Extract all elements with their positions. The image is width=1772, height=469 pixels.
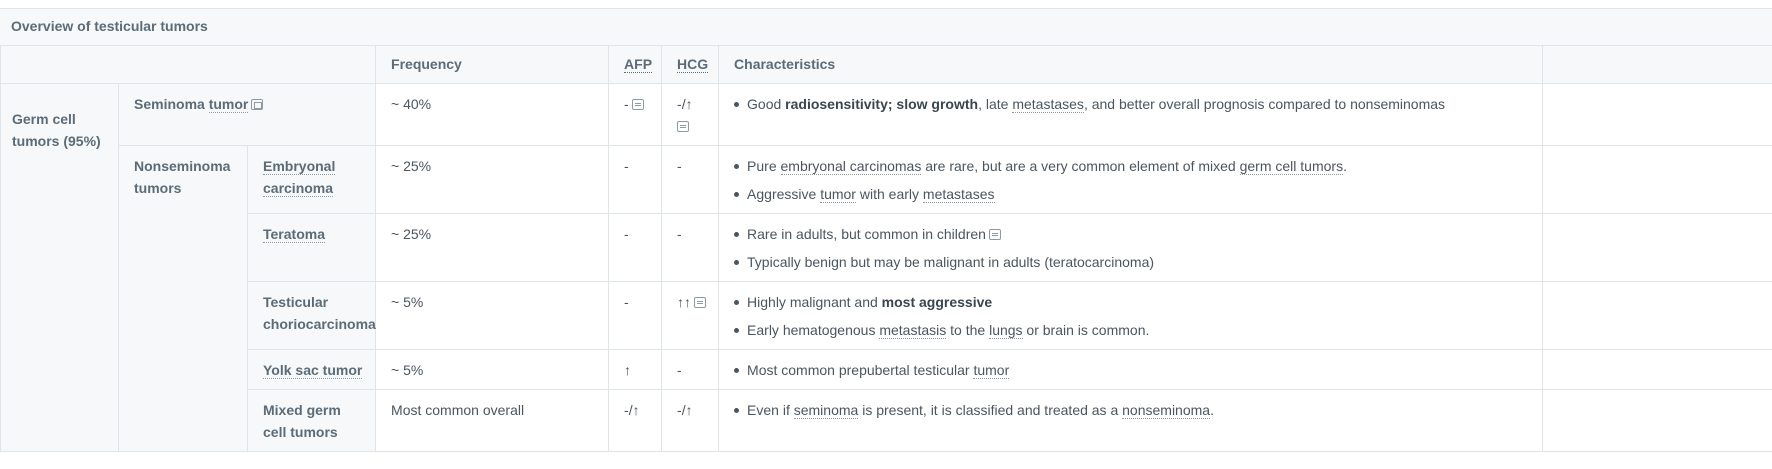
cell-frequency: Most common overall — [375, 389, 610, 452]
table-row: Germ cell tumors (95%) Seminoma tumor ~ … — [0, 83, 1772, 452]
header-row: Frequency AFP HCG Characteristics — [0, 45, 1772, 84]
embryonal-link[interactable]: Embryonal carcinoma — [263, 158, 336, 197]
afp-value: - — [624, 96, 629, 112]
cell-extra — [1542, 281, 1772, 350]
type-mixed: Mixed germ cell tumors — [246, 389, 377, 452]
cell-afp: - — [608, 213, 663, 282]
type-choriocarcinoma: Testicular choriocarcinoma — [246, 281, 377, 350]
table-row: Teratoma ~ 25% - - Rare in adults, but c… — [1, 213, 1772, 282]
cell-frequency: ~ 5% — [375, 349, 610, 390]
note-icon[interactable] — [677, 121, 690, 132]
cell-hcg: -/↑ — [661, 83, 720, 146]
embryonal-carcinomas-link[interactable]: embryonal carcinomas — [780, 158, 922, 175]
list-item: Aggressive tumor with early metastases — [734, 183, 1532, 205]
cell-hcg: -/↑ — [661, 389, 720, 452]
table-row: Nonseminoma tumors Embryonal carcinoma ~… — [1, 145, 1772, 452]
table-row: Yolk sac tumor ~ 5% ↑ - Most common prep… — [1, 349, 1772, 390]
type-yolk-sac[interactable]: Yolk sac tumor — [246, 349, 377, 390]
tumor-link[interactable]: tumor — [820, 186, 856, 203]
cell-afp: - — [608, 83, 663, 146]
note-icon[interactable] — [988, 229, 1001, 240]
cell-afp: -/↑ — [608, 389, 663, 452]
germ-cell-tumors-link[interactable]: germ cell tumors — [1239, 158, 1344, 175]
image-icon[interactable] — [251, 99, 264, 110]
cell-frequency: ~ 5% — [375, 281, 610, 350]
cell-frequency: ~ 25% — [375, 213, 610, 282]
nonseminoma-label: Nonseminoma tumors — [134, 158, 231, 196]
metastasis-link[interactable]: metastasis — [879, 322, 947, 339]
list-item: Even if seminoma is present, it is class… — [734, 399, 1532, 421]
cell-extra — [1542, 389, 1772, 452]
header-characteristics: Characteristics — [718, 45, 1544, 84]
header-afp-label[interactable]: AFP — [624, 56, 653, 73]
tumor-link[interactable]: tumor — [973, 362, 1010, 379]
type-embryonal[interactable]: Embryonal carcinoma — [246, 145, 377, 214]
tumor-table: Frequency AFP HCG Characteristics Germ c… — [0, 45, 1772, 452]
list-item: Pure embryonal carcinomas are rare, but … — [734, 155, 1532, 177]
note-icon[interactable] — [694, 297, 707, 308]
group-germ-cell: Germ cell tumors (95%) — [0, 83, 119, 452]
header-afp[interactable]: AFP — [608, 45, 663, 84]
cell-hcg: - — [661, 349, 720, 390]
cell-characteristics: Pure embryonal carcinomas are rare, but … — [718, 145, 1544, 214]
cell-characteristics: Good radiosensitivity; slow growth, late… — [718, 83, 1544, 146]
cell-extra — [1542, 83, 1772, 146]
list-item: Most common prepubertal testicular tumor — [734, 359, 1532, 381]
hcg-value: -/↑ — [677, 96, 693, 112]
hcg-value: ↑↑ — [677, 294, 692, 310]
list-item: Early hematogenous metastasis to the lun… — [734, 319, 1532, 341]
metastases-link[interactable]: metastases — [1012, 96, 1084, 113]
cell-hcg: - — [661, 145, 720, 214]
cell-characteristics: Most common prepubertal testicular tumor — [718, 349, 1544, 390]
cell-hcg: ↑↑ — [661, 281, 720, 350]
table-row: Mixed germ cell tumors Most common overa… — [1, 389, 1772, 452]
group-label: Germ cell tumors (95%) — [12, 111, 101, 149]
list-item: Highly malignant and most aggressive — [734, 291, 1532, 313]
cell-extra — [1542, 213, 1772, 282]
list-item: Typically benign but may be malignant in… — [734, 251, 1532, 273]
seminoma-label[interactable]: Seminoma tumor — [134, 96, 249, 113]
list-item: Rare in adults, but common in children — [734, 223, 1532, 245]
seminoma-link[interactable]: seminoma — [793, 402, 859, 419]
teratoma-link[interactable]: Teratoma — [263, 226, 325, 243]
table-title: Overview of testicular tumors — [0, 8, 1772, 46]
lungs-link[interactable]: lungs — [989, 322, 1023, 339]
table-row: Testicular choriocarcinoma ~ 5% - ↑↑ Hig… — [1, 281, 1772, 350]
header-hcg[interactable]: HCG — [661, 45, 720, 84]
cell-characteristics: Even if seminoma is present, it is class… — [718, 389, 1544, 452]
header-extra — [1542, 45, 1772, 84]
metastases-link[interactable]: metastases — [922, 186, 995, 203]
subgroup-nonseminoma: Nonseminoma tumors — [118, 145, 248, 452]
list-item: Good radiosensitivity; slow growth, late… — [734, 93, 1532, 115]
cell-hcg: - — [661, 213, 720, 282]
cell-extra — [1542, 349, 1772, 390]
cell-frequency: ~ 40% — [375, 83, 610, 146]
cell-characteristics: Rare in adults, but common in children T… — [718, 213, 1544, 282]
cell-characteristics: Highly malignant and most aggressive Ear… — [718, 281, 1544, 350]
cell-afp: ↑ — [608, 349, 663, 390]
tumor-link[interactable]: tumor — [208, 96, 249, 113]
header-hcg-label[interactable]: HCG — [677, 56, 709, 73]
header-frequency: Frequency — [375, 45, 610, 84]
nonseminoma-link[interactable]: nonseminoma — [1122, 402, 1211, 419]
cell-afp: - — [608, 281, 663, 350]
type-teratoma[interactable]: Teratoma — [246, 213, 377, 282]
yolk-sac-link[interactable]: Yolk sac tumor — [263, 362, 363, 379]
cell-frequency: ~ 25% — [375, 145, 610, 214]
header-blank — [0, 45, 377, 84]
cell-extra — [1542, 145, 1772, 214]
cell-afp: - — [608, 145, 663, 214]
note-icon[interactable] — [631, 99, 644, 110]
subgroup-seminoma[interactable]: Seminoma tumor — [117, 83, 377, 146]
